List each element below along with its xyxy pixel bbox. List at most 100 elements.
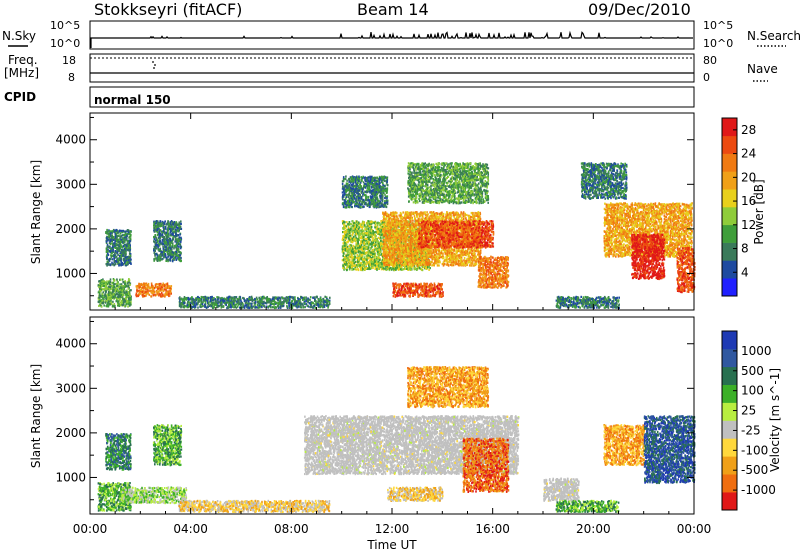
- echo-cell: [120, 304, 122, 306]
- echo-cell: [112, 285, 114, 287]
- echo-cell: [121, 300, 123, 302]
- freq-tick-bottom: 8: [68, 71, 75, 84]
- echo-cell: [145, 288, 147, 290]
- echo-cell: [165, 287, 167, 289]
- echo-cell: [128, 279, 130, 281]
- echo-cell: [146, 284, 148, 286]
- echo-cell: [139, 283, 141, 285]
- echo-cell: [165, 283, 167, 285]
- echo-cell: [127, 282, 129, 284]
- echo-cell: [152, 292, 154, 294]
- echo-cell: [166, 283, 168, 285]
- echo-cell: [101, 302, 103, 304]
- echo-cell: [120, 296, 122, 298]
- echo-cell: [162, 284, 164, 286]
- echo-cell: [130, 289, 132, 291]
- nsearch-label: N.Search: [747, 29, 800, 43]
- echo-cell: [128, 288, 130, 290]
- echo-cell: [108, 298, 110, 300]
- power-plot-background: [90, 113, 694, 310]
- echo-cell: [149, 286, 151, 288]
- echo-cell: [118, 304, 120, 306]
- echo-cell: [161, 292, 163, 294]
- echo-cell: [125, 303, 127, 305]
- nave-tick-bottom: 0: [703, 71, 710, 84]
- echo-cell: [159, 293, 161, 295]
- echo-cell: [99, 288, 101, 290]
- echo-cell: [106, 305, 108, 307]
- echo-cell: [128, 285, 130, 287]
- nsky-tick-top-right: 10^5: [703, 19, 733, 32]
- echo-cell: [109, 286, 111, 288]
- echo-cell: [155, 283, 157, 285]
- echo-cell: [101, 285, 103, 287]
- echo-cell: [125, 300, 127, 302]
- echo-cell: [98, 297, 100, 299]
- echo-cell: [127, 301, 129, 303]
- echo-cell: [146, 293, 148, 295]
- echo-cell: [109, 288, 111, 290]
- echo-cell: [156, 286, 158, 288]
- echo-cell: [103, 280, 105, 282]
- echo-cell: [122, 294, 124, 296]
- echo-cell: [115, 288, 117, 290]
- echo-cell: [126, 294, 128, 296]
- echo-cell: [106, 280, 108, 282]
- echo-cell: [136, 286, 138, 288]
- echo-cell: [108, 294, 110, 296]
- echo-cell: [171, 285, 173, 287]
- beam-title: Beam 14: [357, 0, 429, 19]
- echo-cell: [124, 286, 126, 288]
- echo-cell: [104, 296, 106, 298]
- echo-cell: [125, 297, 127, 299]
- echo-cell: [118, 299, 120, 301]
- echo-cell: [138, 285, 140, 287]
- echo-cell: [169, 295, 171, 297]
- echo-cell: [118, 291, 120, 293]
- echo-cell: [106, 288, 108, 290]
- echo-cell: [144, 295, 146, 297]
- echo-cell: [165, 294, 167, 296]
- nave-tick-top: 80: [703, 54, 717, 67]
- echo-cell: [99, 280, 101, 282]
- echo-cell: [114, 291, 116, 293]
- echo-cell: [108, 291, 110, 293]
- echo-cell: [114, 303, 116, 305]
- echo-cell: [154, 294, 156, 296]
- echo-cell: [127, 305, 129, 307]
- echo-cell: [100, 300, 102, 302]
- echo-cell: [103, 285, 105, 287]
- echo-cell: [165, 289, 167, 291]
- echo-cell: [103, 291, 105, 293]
- freq-unit: [MHz]: [4, 66, 39, 80]
- nsky-tick-top-left: 10^5: [50, 19, 80, 32]
- echo-cell: [101, 306, 103, 308]
- echo-cell: [110, 300, 112, 302]
- echo-cell: [105, 287, 107, 289]
- nsky-tick-bottom-left: 10^0: [50, 37, 80, 50]
- cpid-value: normal 150: [94, 93, 171, 107]
- echo-cell: [120, 232, 122, 234]
- freq-dot: [153, 67, 155, 69]
- echo-cell: [156, 290, 158, 292]
- echo-cell: [143, 288, 145, 290]
- echo-cell: [107, 302, 109, 304]
- echo-cell: [125, 283, 127, 285]
- echo-cell: [117, 252, 119, 254]
- echo-cell: [129, 302, 131, 304]
- echo-cell: [162, 288, 164, 290]
- echo-cell: [98, 305, 100, 307]
- echo-cell: [147, 293, 149, 295]
- echo-cell: [147, 289, 149, 291]
- echo-cell: [143, 282, 145, 284]
- echo-cell: [122, 279, 124, 281]
- echo-cell: [113, 282, 115, 284]
- echo-cell: [110, 278, 112, 280]
- echo-cell: [126, 291, 128, 293]
- echo-cell: [105, 290, 107, 292]
- echo-cell: [142, 291, 144, 293]
- echo-cell: [143, 290, 145, 292]
- echo-cell: [109, 283, 111, 285]
- echo-cell: [142, 294, 144, 296]
- echo-cell: [110, 281, 112, 283]
